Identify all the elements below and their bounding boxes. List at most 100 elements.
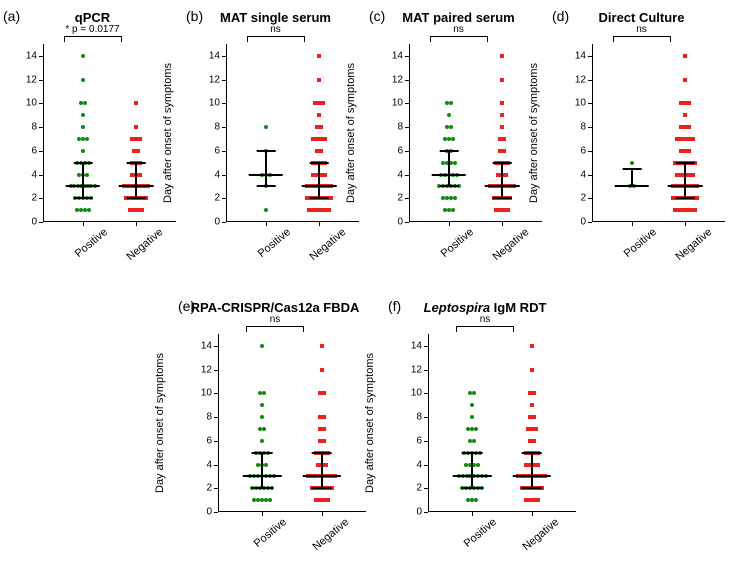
- data-point: [530, 344, 534, 348]
- y-tick-label: 2: [214, 193, 220, 204]
- y-tick: [588, 151, 592, 152]
- y-tick-label: 8: [397, 122, 403, 133]
- y-tick-label: 8: [206, 412, 212, 423]
- iqr-cap: [310, 162, 329, 164]
- x-axis: [428, 511, 576, 512]
- data-point: [87, 208, 91, 212]
- y-tick-label: 2: [206, 483, 212, 494]
- data-point: [474, 498, 478, 502]
- data-point: [329, 196, 333, 200]
- y-tick: [214, 512, 218, 513]
- data-point: [319, 125, 323, 129]
- data-point: [85, 137, 89, 141]
- significance-label-d: ns: [636, 24, 647, 35]
- data-point: [322, 427, 326, 431]
- figure-container: (a)qPCR* p = 0.017702468101214Day after …: [0, 0, 750, 583]
- iqr-line: [261, 453, 263, 489]
- y-axis: [428, 334, 429, 512]
- y-tick: [424, 346, 428, 347]
- data-point: [683, 78, 687, 82]
- y-axis: [43, 44, 44, 222]
- significance-label-f: ns: [480, 314, 491, 325]
- y-tick: [39, 198, 43, 199]
- iqr-line: [318, 163, 320, 199]
- y-axis: [226, 44, 227, 222]
- panel-e: (e)RPA-CRISPR/Cas12a FBDAns02468101214Da…: [180, 300, 370, 560]
- y-tick-label: 14: [201, 340, 212, 351]
- iqr-cap: [676, 162, 695, 164]
- panel-title-a: qPCR: [75, 10, 110, 25]
- y-tick: [222, 80, 226, 81]
- significance-bracket-d: [613, 36, 671, 42]
- data-point: [500, 125, 504, 129]
- data-point: [268, 498, 272, 502]
- iqr-cap: [462, 487, 483, 489]
- data-point: [81, 78, 85, 82]
- y-tick-label: 8: [214, 122, 220, 133]
- iqr-cap: [623, 185, 642, 187]
- iqr-cap: [676, 197, 695, 199]
- y-tick-label: 10: [201, 388, 212, 399]
- iqr-cap: [623, 168, 642, 170]
- data-point: [687, 101, 691, 105]
- y-tick: [588, 103, 592, 104]
- y-tick-label: 6: [31, 145, 37, 156]
- y-tick-label: 4: [397, 169, 403, 180]
- data-point: [264, 125, 268, 129]
- iqr-cap: [440, 150, 459, 152]
- y-tick: [424, 370, 428, 371]
- y-tick-label: 12: [209, 74, 220, 85]
- data-point: [476, 463, 480, 467]
- y-tick-label: 4: [580, 169, 586, 180]
- significance-label-c: ns: [453, 24, 464, 35]
- data-point: [264, 463, 268, 467]
- x-axis: [592, 221, 725, 222]
- y-tick-label: 10: [209, 98, 220, 109]
- y-tick-label: 12: [201, 364, 212, 375]
- data-point: [260, 439, 264, 443]
- data-point: [322, 391, 326, 395]
- y-tick: [39, 80, 43, 81]
- data-point: [317, 113, 321, 117]
- data-point: [687, 149, 691, 153]
- y-axis: [592, 44, 593, 222]
- y-tick: [424, 488, 428, 489]
- y-tick-label: 8: [416, 412, 422, 423]
- data-point: [683, 113, 687, 117]
- data-point: [530, 368, 534, 372]
- y-tick-label: 12: [392, 74, 403, 85]
- y-tick-label: 12: [411, 364, 422, 375]
- iqr-cap: [257, 150, 276, 152]
- data-point: [532, 391, 536, 395]
- x-tick: [262, 512, 263, 516]
- panel-label-c: (c): [369, 8, 385, 24]
- data-point: [472, 391, 476, 395]
- iqr-line: [82, 163, 84, 199]
- y-tick: [214, 488, 218, 489]
- y-tick: [222, 151, 226, 152]
- x-tick-label-positive: Positive: [462, 516, 499, 550]
- x-tick-label-negative: Negative: [308, 226, 349, 263]
- data-point: [138, 137, 142, 141]
- panel-label-f: (f): [388, 298, 401, 314]
- iqr-cap: [493, 197, 512, 199]
- y-tick-label: 4: [214, 169, 220, 180]
- data-point: [260, 403, 264, 407]
- y-tick-label: 8: [31, 122, 37, 133]
- iqr-cap: [127, 162, 146, 164]
- data-point: [502, 149, 506, 153]
- data-point: [683, 54, 687, 58]
- y-tick: [424, 417, 428, 418]
- data-point: [474, 427, 478, 431]
- y-tick: [424, 512, 428, 513]
- x-tick-label-positive: Positive: [252, 516, 289, 550]
- data-point: [317, 54, 321, 58]
- y-tick-label: 0: [580, 217, 586, 228]
- data-point: [323, 137, 327, 141]
- y-tick-label: 14: [392, 50, 403, 61]
- x-tick: [449, 222, 450, 226]
- data-point: [470, 415, 474, 419]
- y-tick: [405, 56, 409, 57]
- panel-a: (a)qPCR* p = 0.017702468101214Day after …: [5, 10, 180, 270]
- iqr-cap: [521, 487, 542, 489]
